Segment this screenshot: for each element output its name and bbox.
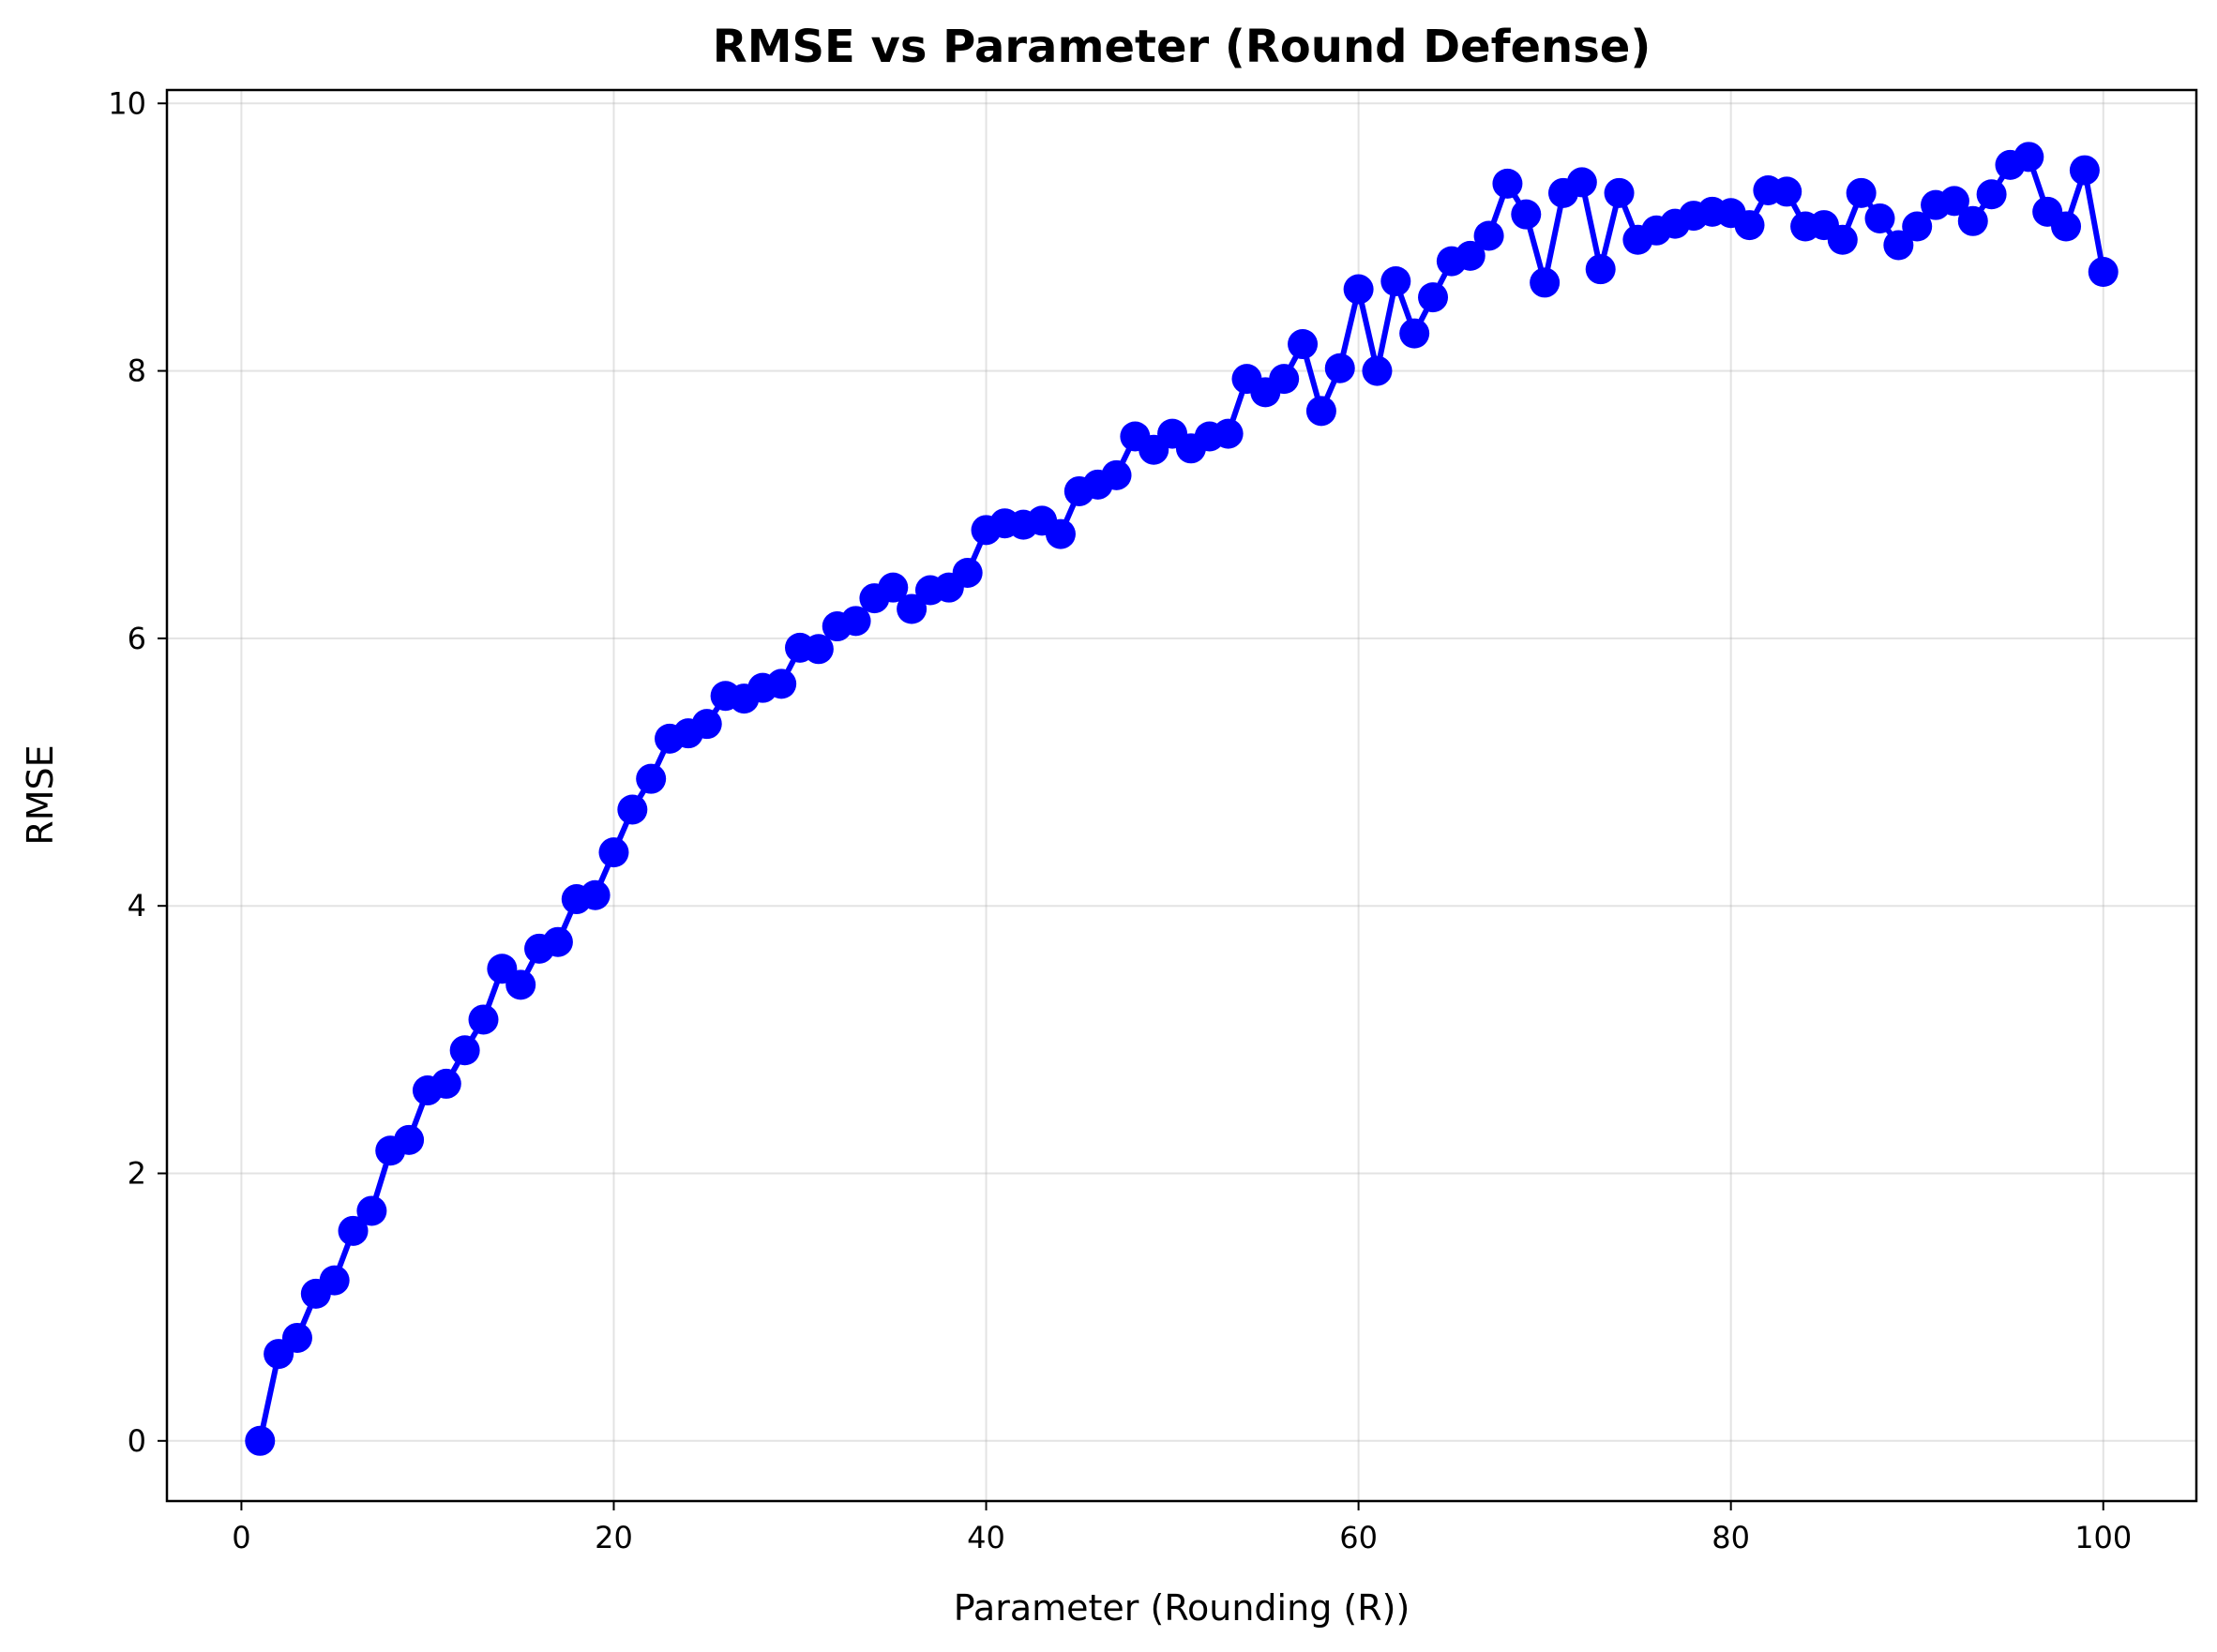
data-point — [1473, 220, 1504, 251]
x-tick-label: 0 — [232, 1520, 250, 1555]
data-point — [2051, 211, 2082, 242]
data-point — [1511, 199, 1542, 230]
y-tick-label: 0 — [128, 1423, 146, 1459]
data-point — [617, 794, 648, 825]
data-point — [1846, 177, 1877, 208]
data-point — [636, 763, 667, 794]
data-point — [1734, 210, 1765, 241]
data-point — [691, 709, 722, 740]
y-tick-label: 2 — [128, 1155, 146, 1191]
x-tick-label: 40 — [967, 1520, 1005, 1555]
x-tick-label: 100 — [2074, 1520, 2132, 1555]
y-tick-label: 10 — [108, 85, 146, 121]
data-point — [1269, 364, 1300, 395]
data-point — [394, 1124, 425, 1155]
data-point — [1343, 274, 1374, 305]
data-point — [430, 1068, 461, 1099]
data-point — [505, 969, 536, 1000]
y-axis-label: RMSE — [20, 744, 61, 845]
data-point — [1604, 177, 1635, 208]
data-point — [542, 926, 573, 957]
y-tick-label: 8 — [128, 353, 146, 389]
grid-lines — [167, 90, 2196, 1501]
chart-title: RMSE vs Parameter (Round Defense) — [713, 21, 1651, 73]
data-point — [319, 1265, 350, 1296]
data-point — [1045, 518, 1076, 549]
data-point — [897, 593, 928, 624]
data-point — [1976, 179, 2007, 210]
data-point — [1418, 282, 1449, 313]
data-point — [1380, 266, 1411, 296]
data-point — [281, 1322, 312, 1353]
x-axis-label: Parameter (Rounding (R)) — [954, 1587, 1410, 1629]
y-tick-label: 4 — [128, 888, 146, 924]
data-point — [840, 606, 871, 637]
data-point — [878, 572, 909, 603]
data-point — [1585, 254, 1616, 285]
data-point — [1213, 418, 1244, 449]
data-point — [449, 1035, 480, 1066]
data-point — [1864, 203, 1895, 233]
data-point — [1902, 211, 1933, 242]
x-tick-label: 20 — [595, 1520, 633, 1555]
data-point — [1566, 167, 1597, 198]
data-point — [1827, 224, 1858, 255]
axis-ticks: 0 20 40 60 80 100 0 2 4 6 8 10 — [108, 85, 2132, 1555]
data-point — [356, 1195, 387, 1226]
data-point — [1530, 267, 1561, 298]
data-point — [1883, 230, 1914, 261]
data-point — [952, 557, 983, 588]
data-point — [2069, 155, 2100, 186]
data-point — [2088, 257, 2119, 288]
data-point — [580, 879, 611, 910]
data-point — [598, 837, 629, 868]
data-point — [1455, 240, 1486, 271]
series-layer — [245, 142, 2119, 1456]
data-point — [803, 634, 834, 665]
y-tick-label: 6 — [128, 621, 146, 656]
x-tick-label: 60 — [1339, 1520, 1378, 1555]
data-point — [1362, 355, 1393, 386]
data-point — [245, 1425, 276, 1456]
data-point — [1288, 329, 1319, 360]
x-tick-label: 80 — [1712, 1520, 1750, 1555]
data-point — [1492, 168, 1523, 199]
data-point — [1324, 353, 1355, 383]
data-point — [1772, 176, 1802, 207]
data-point — [2013, 142, 2044, 173]
data-point — [1938, 186, 1969, 217]
data-point — [766, 668, 797, 699]
plot-frame — [165, 88, 2198, 1503]
data-point — [338, 1215, 369, 1246]
data-point — [1305, 396, 1336, 427]
data-point — [468, 1004, 499, 1035]
data-point — [1101, 459, 1132, 490]
data-point — [1399, 318, 1430, 349]
data-point — [1957, 205, 1988, 236]
